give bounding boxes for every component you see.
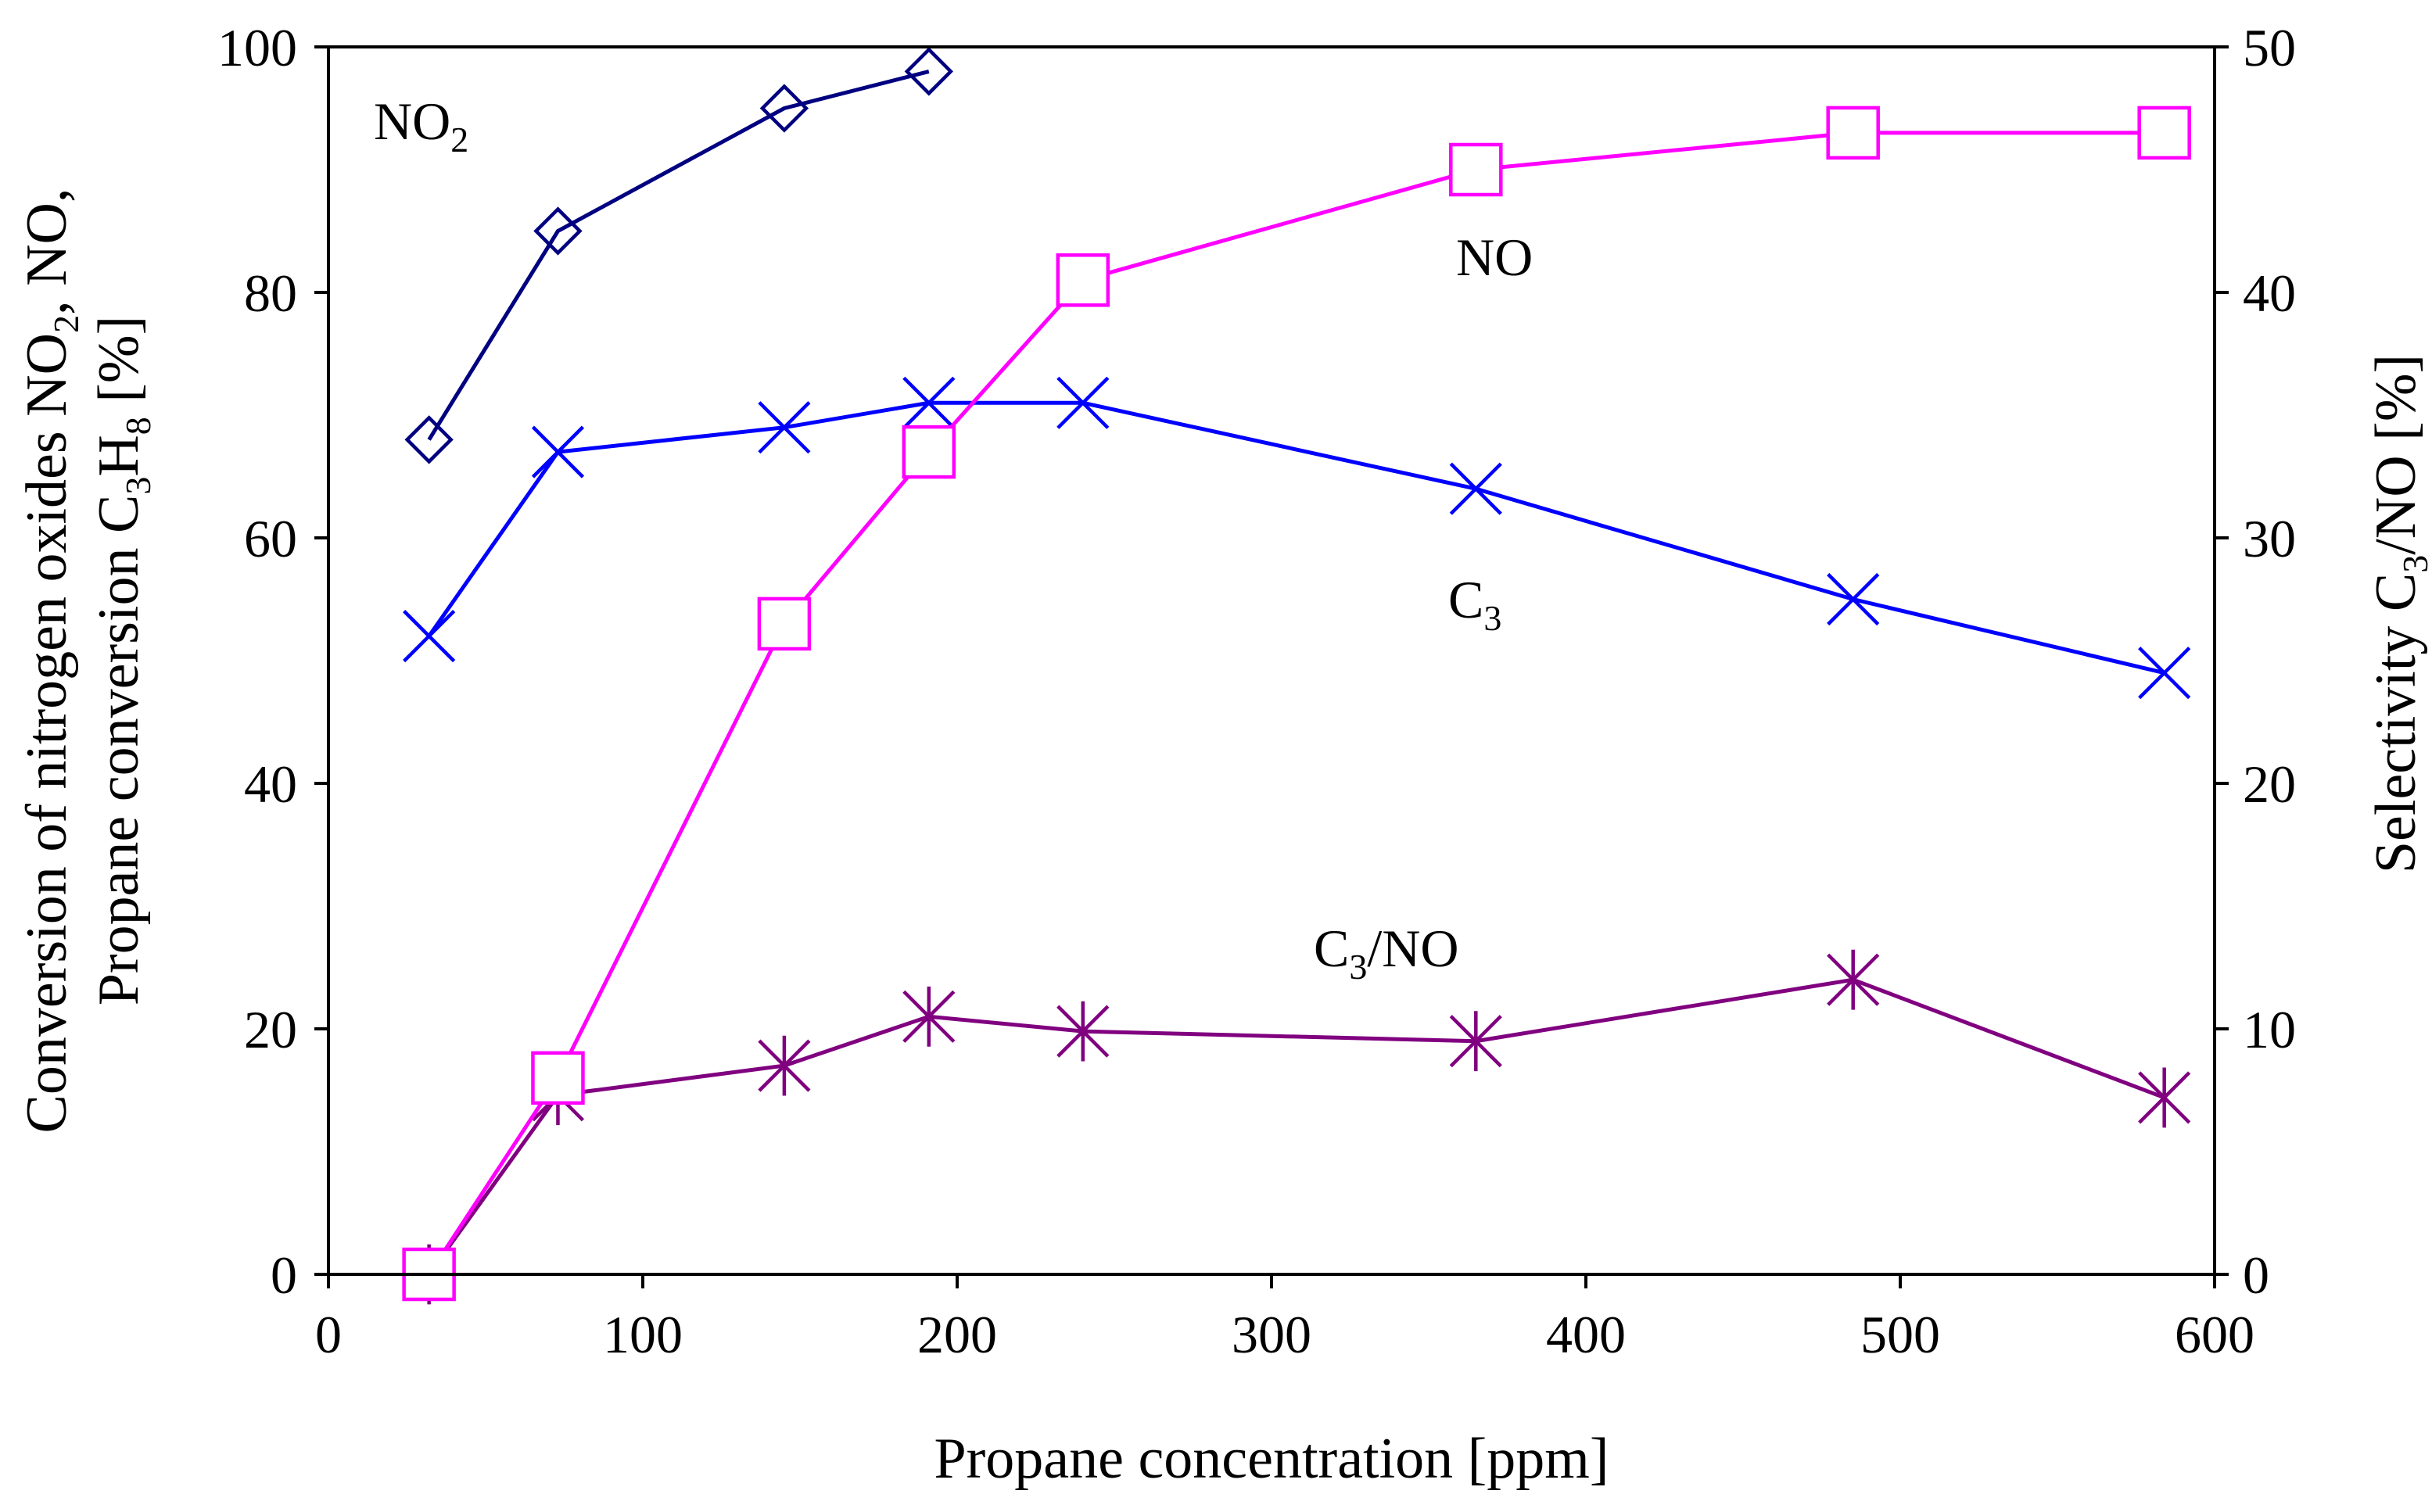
x-tick-label: 500 — [1860, 1305, 1940, 1364]
x-tick-label: 0 — [315, 1305, 342, 1364]
y-right-tick-label: 30 — [2243, 509, 2296, 568]
y-left-tick-label: 60 — [244, 509, 297, 568]
y-right-tick-label: 0 — [2243, 1245, 2269, 1305]
series-label-c3: C3 — [1448, 570, 1501, 638]
data-point-c3 — [1827, 572, 1880, 626]
y-right-tick-label: 20 — [2243, 754, 2296, 814]
y-left-tick-label: 80 — [244, 263, 297, 323]
y-left-tick-label: 40 — [244, 754, 297, 814]
x-tick-label: 300 — [1232, 1305, 1311, 1364]
plot-frame — [327, 45, 2216, 1276]
data-point-no — [757, 597, 812, 651]
y-left-axis-title-line2: Propane conversion C3H8 [%] — [87, 316, 158, 1005]
data-point-no — [1826, 106, 1880, 160]
data-point-c3 — [2138, 647, 2191, 700]
series-line-c3 — [427, 400, 2165, 675]
y-left-tick-label: 100 — [217, 18, 297, 77]
y-right-tick-label: 40 — [2243, 263, 2296, 323]
data-point-no — [902, 425, 956, 479]
data-point-no2 — [759, 84, 809, 133]
x-tick-label: 100 — [603, 1305, 683, 1364]
data-point-c3-no — [2138, 1067, 2191, 1128]
data-point-no2 — [533, 206, 583, 256]
data-point-c3 — [902, 376, 956, 429]
series-line-no2 — [427, 69, 930, 441]
series-label-no: NO — [1456, 228, 1533, 287]
series-line-no — [427, 131, 2165, 1276]
y-left-tick-label: 20 — [244, 1000, 297, 1059]
data-point-c3-no — [1449, 1011, 1502, 1072]
x-tick-label: 200 — [917, 1305, 997, 1364]
data-point-c3 — [1056, 376, 1110, 429]
data-point-c3 — [403, 610, 456, 663]
series-line-c3-no — [427, 977, 2165, 1276]
data-point-no — [531, 1051, 585, 1105]
y-left-tick-label: 0 — [271, 1245, 297, 1305]
data-point-c3 — [758, 401, 811, 454]
data-point-no — [1449, 142, 1503, 197]
data-point-c3 — [1449, 462, 1502, 515]
series-label-c3-no: C3/NO — [1314, 919, 1458, 987]
data-point-c3 — [531, 425, 585, 478]
x-axis-title: Propane concentration [ppm] — [934, 1427, 1609, 1491]
data-point-c3-no — [1827, 949, 1880, 1010]
y-left-axis-title-line1: Conversion of nitrogen oxides NO2, NO, — [15, 188, 86, 1134]
data-point-no2 — [904, 47, 954, 96]
data-point-c3-no — [1056, 1001, 1110, 1062]
data-point-no — [1056, 253, 1110, 307]
data-point-c3-no — [902, 986, 956, 1047]
data-point-c3-no — [758, 1035, 811, 1096]
data-point-no2 — [404, 415, 454, 464]
y-right-axis-title: Selectivity C3/NO [%] — [2364, 354, 2432, 873]
series-label-no2: NO2 — [374, 91, 468, 159]
x-tick-label: 600 — [2175, 1305, 2254, 1364]
data-point-no — [2137, 106, 2191, 160]
x-tick-label: 400 — [1546, 1305, 1626, 1364]
y-right-tick-label: 10 — [2243, 1000, 2296, 1059]
y-right-tick-label: 50 — [2243, 18, 2296, 77]
